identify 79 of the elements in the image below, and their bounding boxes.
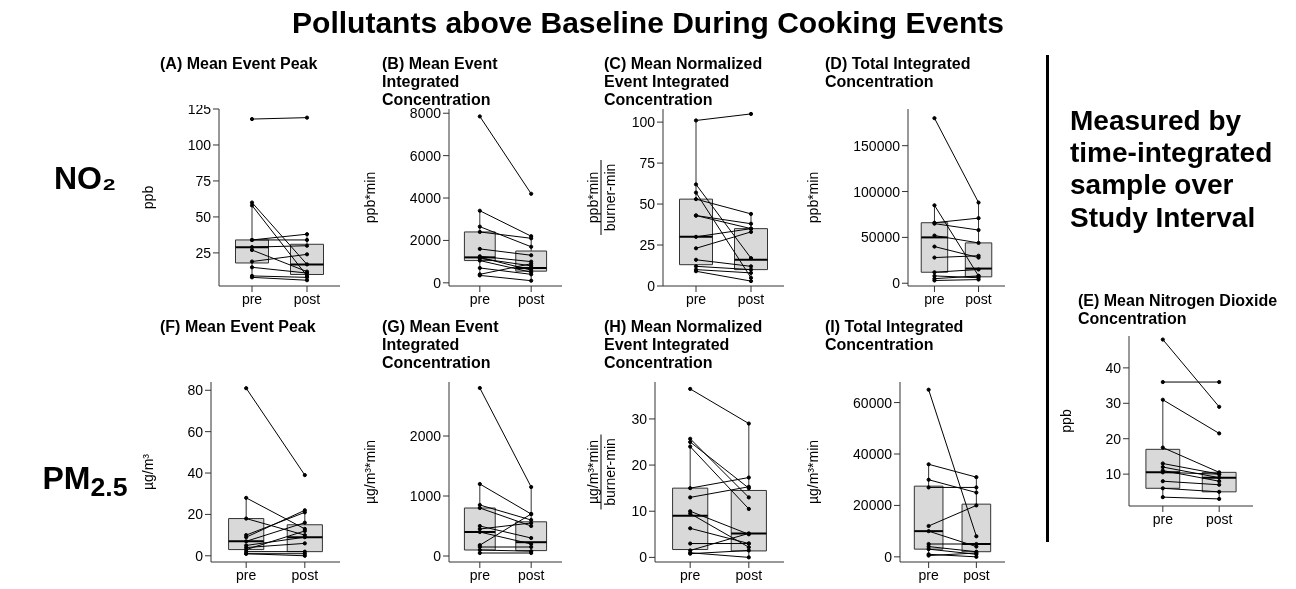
- y-axis-title: ppb*min burner-min: [584, 163, 618, 232]
- chart-title: (G) Mean Event Integrated Concentration: [382, 318, 500, 372]
- x-tick-label: post: [293, 290, 321, 307]
- y-tick-label: 25: [639, 237, 656, 253]
- y-tick-label: 20: [1105, 430, 1122, 447]
- y-tick-label: 0: [884, 548, 893, 565]
- y-tick-label: 75: [195, 172, 212, 189]
- chart-title: (C) Mean Normalized Event Integrated Concentration: [604, 55, 764, 109]
- x-tick-label: post: [735, 566, 763, 583]
- y-tick-label: 50000: [861, 229, 901, 246]
- chart-title: (I) Total Integrated Concentration: [825, 318, 965, 354]
- y-axis-title: ppb: [1058, 409, 1074, 433]
- x-tick-label: post: [737, 290, 765, 307]
- y-tick-label: 125: [187, 100, 212, 117]
- x-tick-label: post: [517, 290, 545, 307]
- y-tick-label: 2000: [409, 427, 442, 444]
- x-tick-label: post: [1205, 510, 1233, 527]
- x-tick-label: pre: [469, 290, 491, 307]
- y-tick-label: 100000: [853, 183, 901, 200]
- y-axis-title: ppb*min: [805, 171, 821, 224]
- y-tick-label: 20000: [853, 497, 893, 514]
- text: NO₂: [52, 160, 118, 197]
- y-tick-label: 20: [187, 506, 204, 523]
- y-tick-label: 60000: [853, 394, 893, 411]
- y-tick-label: 100: [187, 136, 212, 153]
- y-tick-label: 8000: [409, 105, 442, 122]
- y-tick-label: 50: [195, 208, 212, 225]
- y-tick-label: 40000: [853, 445, 893, 462]
- x-tick-label: pre: [469, 566, 491, 583]
- y-tick-label: 6000: [409, 147, 442, 164]
- y-tick-label: 1000: [409, 487, 442, 504]
- x-tick-label: post: [517, 566, 545, 583]
- y-tick-label: 50: [639, 196, 656, 213]
- chart-title: (H) Mean Normalized Event Integrated Concentration: [604, 318, 764, 372]
- x-tick-label: post: [291, 566, 319, 583]
- y-axis-title: µg/m³: [140, 453, 156, 491]
- y-tick-label: 0: [195, 547, 204, 564]
- y-tick-label: 25: [195, 244, 212, 261]
- y-tick-label: 100: [631, 114, 656, 131]
- y-axis-title: ppb: [140, 185, 156, 210]
- chart-title: (D) Total Integrated Concentration: [825, 55, 972, 91]
- chart-title: (B) Mean Event Integrated Concentration: [382, 55, 499, 108]
- x-tick-label: pre: [241, 290, 263, 307]
- text: PM$_{2.5}$: [41, 460, 129, 504]
- x-tick-label: pre: [685, 290, 707, 307]
- y-axis-title: µg/m³*min: [805, 439, 821, 505]
- y-tick-label: 10: [631, 503, 648, 520]
- y-tick-label: 60: [187, 423, 204, 440]
- y-tick-label: 0: [647, 277, 656, 294]
- text: Measured by time-integrated sample over Study Interval: [1070, 105, 1274, 234]
- x-tick-label: post: [963, 566, 990, 583]
- y-axis-title: µg/m³*min: [362, 439, 378, 505]
- y-axis-title: ppb*min: [362, 171, 378, 224]
- x-tick-label: pre: [236, 566, 257, 583]
- x-tick-label: pre: [924, 290, 945, 307]
- x-tick-label: pre: [918, 566, 939, 583]
- y-tick-label: 0: [433, 547, 442, 564]
- y-tick-label: 150000: [853, 137, 901, 154]
- y-tick-label: 75: [639, 155, 656, 172]
- y-tick-label: 0: [892, 275, 901, 292]
- y-tick-label: 40: [1105, 359, 1122, 376]
- y-tick-label: 20: [631, 457, 648, 474]
- y-tick-label: 0: [433, 274, 442, 291]
- chart-title: (F) Mean Event Peak: [160, 318, 317, 336]
- y-tick-label: 40: [187, 465, 204, 481]
- y-tick-label: 10: [1105, 466, 1122, 483]
- y-tick-label: 2000: [409, 232, 442, 249]
- x-tick-label: pre: [1152, 510, 1174, 527]
- y-tick-label: 30: [1105, 395, 1122, 412]
- chart-title: (A) Mean Event Peak: [160, 55, 319, 73]
- y-tick-label: 30: [631, 410, 648, 427]
- chart-title: (E) Mean Nitrogen Dioxide Concentration: [1078, 292, 1279, 328]
- y-tick-label: 0: [639, 549, 648, 566]
- x-tick-label: post: [965, 290, 992, 307]
- y-axis-title: µg/m³*min burner-min: [584, 438, 618, 506]
- y-tick-label: 80: [187, 382, 204, 399]
- text: Pollutants above Baseline During Cooking Events: [291, 6, 1005, 41]
- x-tick-label: pre: [680, 566, 701, 583]
- y-tick-label: 4000: [409, 190, 442, 206]
